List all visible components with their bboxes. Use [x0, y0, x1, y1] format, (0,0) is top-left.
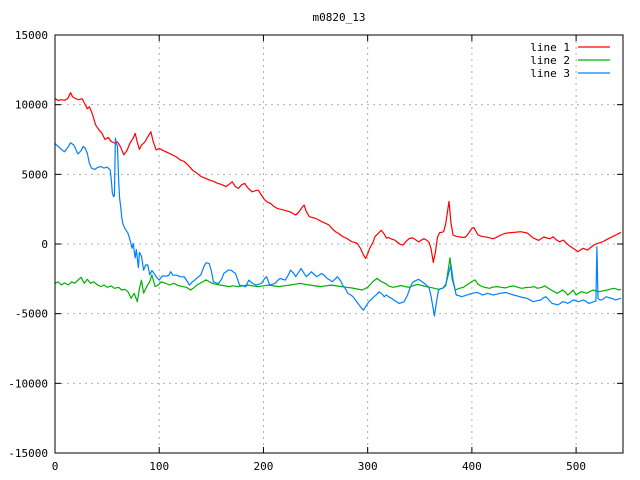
- x-axis-tick-label: 500: [566, 460, 586, 473]
- x-axis-tick-label: 400: [462, 460, 482, 473]
- chart-title: m0820_13: [313, 11, 366, 24]
- x-axis-tick-label: 300: [358, 460, 378, 473]
- series-line-3: [55, 137, 622, 317]
- y-axis-tick-label: 15000: [15, 29, 48, 42]
- legend-entry: line 1: [530, 41, 610, 54]
- axis-ticks: [54, 34, 623, 454]
- x-axis-tick-label: 0: [52, 460, 59, 473]
- y-axis-tick-labels: -15000 -10000 -5000 0 5000 10000 15000: [8, 29, 48, 460]
- series-line-2: [55, 257, 622, 303]
- legend-entry: line 2: [530, 54, 610, 67]
- x-axis-tick-label: 100: [149, 460, 169, 473]
- y-axis-tick-label: 10000: [15, 99, 48, 112]
- legend-label: line 3: [530, 67, 570, 80]
- legend-label: line 2: [530, 54, 570, 67]
- legend-entry: line 3: [530, 67, 610, 80]
- y-axis-tick-label: 5000: [22, 168, 49, 181]
- y-axis-tick-label: -15000: [8, 447, 48, 460]
- series-line-1: [55, 92, 622, 263]
- x-axis-tick-labels: 0 100 200 300 400 500: [52, 460, 586, 473]
- data-series: [55, 92, 622, 317]
- x-axis-tick-label: 200: [254, 460, 274, 473]
- y-axis-tick-label: -10000: [8, 377, 48, 390]
- y-axis-tick-label: -5000: [15, 308, 48, 321]
- y-axis-tick-label: 0: [41, 238, 48, 251]
- legend-label: line 1: [530, 41, 570, 54]
